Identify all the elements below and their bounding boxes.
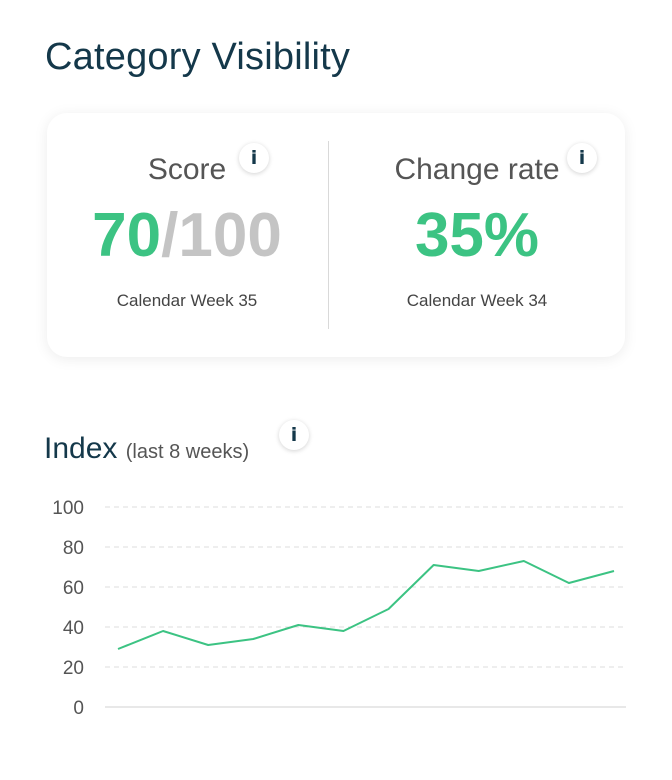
score-info-icon[interactable]: i [239,143,269,173]
change-rate-info-icon[interactable]: i [567,143,597,173]
metrics-card: Score i 70/100 Calendar Week 35 Change r… [47,113,625,357]
y-tick-label: 20 [63,658,84,679]
card-divider [328,141,329,329]
score-label: Score [147,153,227,186]
y-tick-label: 40 [63,618,84,639]
y-tick-label: 0 [73,698,84,719]
y-tick-label: 100 [52,498,84,519]
change-rate-value: 35% [414,201,540,270]
index-title: Index [44,432,118,465]
index-series-line [117,560,615,650]
index-heading: Index (last 8 weeks) [44,432,249,466]
y-axis-ticks: 100 80 60 40 20 0 [52,498,84,719]
change-rate-label: Change rate [394,153,560,186]
chart-grid [105,506,626,708]
change-rate-metric: Change rate i 35% Calendar Week 34 [331,113,623,357]
score-current: 70 [92,201,162,270]
index-info-icon[interactable]: i [279,420,309,450]
score-max: /100 [161,201,282,270]
y-tick-label: 80 [63,538,84,559]
index-subtitle: (last 8 weeks) [125,441,250,463]
y-tick-label: 60 [63,578,84,599]
score-caption: Calendar Week 35 [116,291,258,310]
change-rate-caption: Calendar Week 34 [406,291,548,310]
chart-series [117,560,615,650]
score-metric: Score i 70/100 Calendar Week 35 [47,113,327,357]
index-line-chart: 100 80 60 40 20 0 [52,498,626,719]
score-value: 70/100 [47,201,327,271]
page-title: Category Visibility [45,36,351,78]
